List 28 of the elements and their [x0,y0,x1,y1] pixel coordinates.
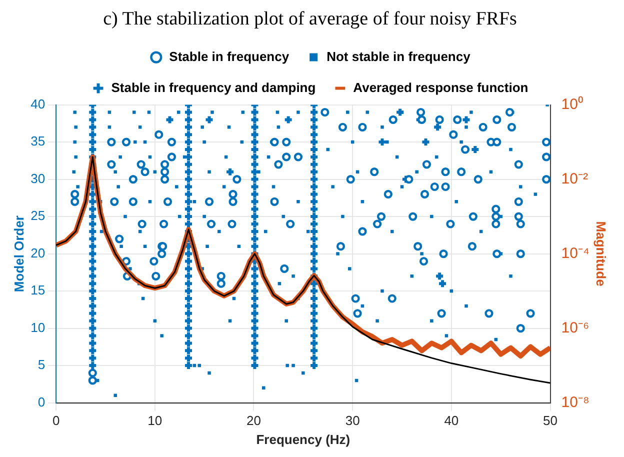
x-axis-title: Frequency (Hz) [256,432,350,447]
chart-title: c) The stabilization plot of average of four noisy FRFs [103,8,517,30]
y-tick-label: 5 [38,357,46,372]
y2-tick-label: 10⁻² [561,170,588,188]
y-tick-label: 30 [30,170,46,186]
y-axis-title: Model Order [11,216,26,292]
legend-label: Stable in frequency and damping [111,80,316,95]
x-tick-label: 20 [246,413,261,428]
y2-axis-title: Magnitude [594,221,609,286]
y2-tick-label: 10⁰ [561,96,583,113]
x-tick-label: 50 [543,413,558,428]
y-tick-label: 15 [30,282,46,298]
x-tick-label: 30 [345,413,360,428]
y-tick-label: 0 [38,394,46,410]
y2-tick-label: 10⁻⁶ [561,319,590,336]
legend-label: Not stable in frequency [326,48,472,64]
y-tick-label: 35 [30,134,46,149]
legend-label: Averaged response function [353,80,528,95]
y-tick-label: 20 [30,245,46,260]
y-tick-label: 10 [30,320,46,335]
x-tick-label: 0 [52,413,60,428]
legend-label: Stable in frequency [169,48,290,64]
y2-tick-label: 10⁻⁴ [561,244,590,262]
y-tick-label: 25 [30,208,46,224]
x-tick-label: 10 [148,413,162,428]
y-tick-label: 40 [30,96,46,112]
x-tick-label: 40 [444,413,459,428]
y2-tick-label: 10⁻⁸ [561,394,590,411]
